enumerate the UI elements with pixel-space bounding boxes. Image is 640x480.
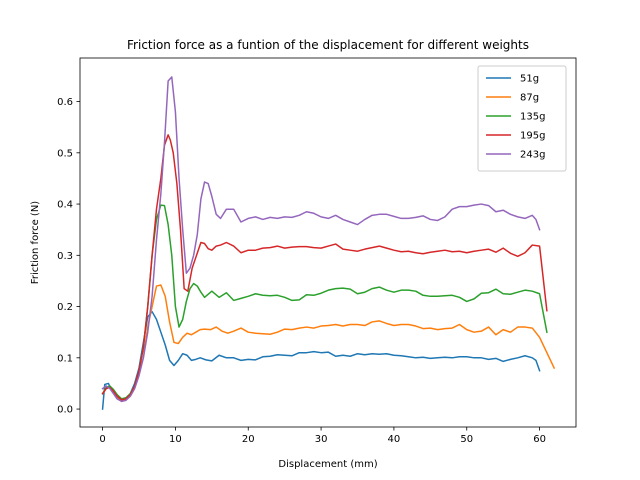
y-tick-label: 0.5 [57, 148, 73, 159]
y-tick-label: 0.4 [57, 200, 73, 211]
x-tick-label: 0 [99, 434, 105, 445]
legend-label-243g: 243g [520, 150, 545, 161]
series-line-195g [101, 134, 548, 401]
legend: 51g 87g 135g 195g 243g [477, 65, 567, 172]
x-axis: 0 10 20 30 40 50 60 [99, 427, 546, 445]
legend-label-195g: 195g [520, 131, 545, 142]
y-axis-title: Friction force (N) [30, 201, 41, 284]
y-tick-label: 0.3 [57, 251, 73, 262]
y-tick-label: 0.2 [57, 302, 73, 313]
plot-area-frame [79, 57, 577, 428]
x-axis-title: Displacement (mm) [278, 459, 377, 470]
x-tick-label: 20 [242, 434, 255, 445]
y-tick-label: 0.6 [57, 97, 73, 108]
series-layer [101, 76, 556, 410]
series-line-243g [101, 76, 541, 403]
y-tick-label: 0.0 [57, 405, 73, 416]
x-tick-label: 40 [388, 434, 401, 445]
y-axis: 0.0 0.1 0.2 0.3 0.4 0.5 0.6 [57, 97, 80, 416]
legend-label-87g: 87g [520, 93, 539, 104]
legend-label-51g: 51g [520, 74, 539, 85]
y-tick-label: 0.1 [57, 353, 73, 364]
x-tick-label: 50 [460, 434, 473, 445]
legend-frame [477, 65, 567, 172]
series-line-87g [101, 284, 556, 403]
x-tick-label: 60 [533, 434, 546, 445]
x-tick-label: 30 [315, 434, 328, 445]
chart-title: Friction force as a funtion of the displ… [127, 38, 529, 52]
legend-label-135g: 135g [520, 112, 545, 123]
x-tick-label: 10 [169, 434, 182, 445]
